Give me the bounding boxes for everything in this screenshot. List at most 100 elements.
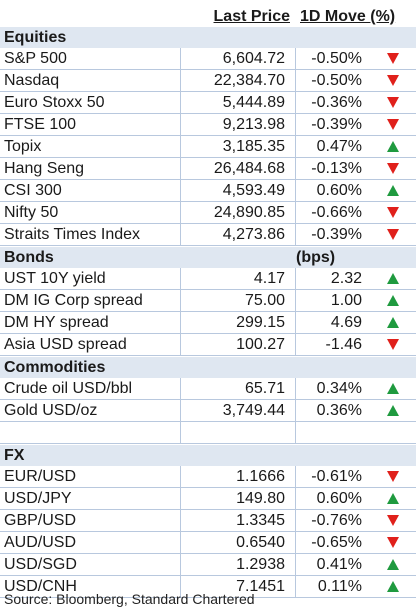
row-label: Crude oil USD/bbl — [0, 378, 181, 399]
section-title: FX — [0, 444, 416, 466]
section-title-text: Bonds — [4, 248, 54, 266]
up-arrow-icon — [387, 581, 399, 592]
row-label: EUR/USD — [0, 466, 181, 487]
direction-indicator — [370, 334, 416, 355]
row-label: DM HY spread — [0, 312, 181, 333]
row-label: UST 10Y yield — [0, 268, 181, 289]
row-1d-move: 0.47% — [316, 137, 362, 155]
row-last-price: 1.3345 — [181, 510, 296, 531]
row-last-price: 75.00 — [181, 290, 296, 311]
down-arrow-icon — [387, 207, 399, 218]
up-arrow-icon — [387, 185, 399, 196]
row-label: USD/CNH — [0, 576, 181, 597]
row-1d-move: 0.34% — [316, 379, 362, 397]
row-1d-move: -0.65% — [311, 533, 362, 551]
section-unit: (bps) — [296, 248, 336, 266]
row-label: S&P 500 — [0, 48, 181, 69]
row-1d-move: -0.39% — [311, 225, 362, 243]
row-label: Nasdaq — [0, 70, 181, 91]
table-row: UST 10Y yield 4.17 2.32 — [0, 268, 416, 290]
section-title: Commodities — [0, 356, 416, 378]
row-label: Topix — [0, 136, 181, 157]
row-1d-move: 0.60% — [316, 181, 362, 199]
row-label: Euro Stoxx 50 — [0, 92, 181, 113]
down-arrow-icon — [387, 229, 399, 240]
table-row: Gold USD/oz 3,749.44 0.36% — [0, 400, 416, 422]
table-row: USD/CNH 7.1451 0.11% — [0, 576, 416, 598]
row-last-price: 149.80 — [181, 488, 296, 509]
row-1d-move: -1.46 — [325, 335, 362, 353]
row-1d-move: 1.00 — [330, 291, 362, 309]
row-label: AUD/USD — [0, 532, 181, 553]
row-1d-move: 0.36% — [316, 401, 362, 419]
table-row: Nifty 50 24,890.85 -0.66% — [0, 202, 416, 224]
direction-indicator — [370, 576, 416, 597]
header-last-price: Last Price — [213, 8, 290, 25]
row-last-price: 6,604.72 — [181, 48, 296, 69]
section-title-text: Equities — [4, 28, 67, 46]
table-row: DM HY spread 299.15 4.69 — [0, 312, 416, 334]
table-row: USD/SGD 1.2938 0.41% — [0, 554, 416, 576]
table-row: S&P 500 6,604.72 -0.50% — [0, 48, 416, 70]
table-row: Straits Times Index 4,273.86 -0.39% — [0, 224, 416, 246]
row-last-price: 5,444.89 — [181, 92, 296, 113]
table-row: Crude oil USD/bbl 65.71 0.34% — [0, 378, 416, 400]
row-1d-move: 0.41% — [316, 555, 362, 573]
table-row: FTSE 100 9,213.98 -0.39% — [0, 114, 416, 136]
row-label: Asia USD spread — [0, 334, 181, 355]
table-row: Asia USD spread 100.27 -1.46 — [0, 334, 416, 356]
header-1d-move: 1D Move (%) — [300, 8, 396, 25]
row-label: Hang Seng — [0, 158, 181, 179]
section-fx: FX EUR/USD 1.1666 -0.61% USD/JPY 149.80 0.60%… — [0, 444, 416, 598]
direction-indicator — [370, 378, 416, 399]
table-row: Topix 3,185.35 0.47% — [0, 136, 416, 158]
row-1d-move: 4.69 — [330, 313, 362, 331]
row-last-price: 24,890.85 — [181, 202, 296, 223]
direction-indicator — [370, 510, 416, 531]
up-arrow-icon — [387, 141, 399, 152]
section-title-text: Commodities — [4, 358, 106, 376]
section-commodities: Commodities Crude oil USD/bbl 65.71 0.34% G… — [0, 356, 416, 444]
down-arrow-icon — [387, 53, 399, 64]
row-last-price: 7.1451 — [181, 576, 296, 597]
direction-indicator — [370, 488, 416, 509]
direction-indicator — [370, 268, 416, 289]
up-arrow-icon — [387, 559, 399, 570]
up-arrow-icon — [387, 383, 399, 394]
table-row: USD/JPY 149.80 0.60% — [0, 488, 416, 510]
row-last-price: 100.27 — [181, 334, 296, 355]
row-label: Straits Times Index — [0, 224, 181, 245]
table-row: CSI 300 4,593.49 0.60% — [0, 180, 416, 202]
up-arrow-icon — [387, 317, 399, 328]
direction-indicator — [370, 312, 416, 333]
row-1d-move: -0.36% — [311, 93, 362, 111]
row-label: Nifty 50 — [0, 202, 181, 223]
table-row: Nasdaq 22,384.70 -0.50% — [0, 70, 416, 92]
row-1d-move: 0.60% — [316, 489, 362, 507]
row-label: CSI 300 — [0, 180, 181, 201]
direction-indicator — [370, 554, 416, 575]
row-last-price: 1.1666 — [181, 466, 296, 487]
direction-indicator — [370, 532, 416, 553]
row-1d-move: -0.39% — [311, 115, 362, 133]
row-last-price: 22,384.70 — [181, 70, 296, 91]
row-last-price: 9,213.98 — [181, 114, 296, 135]
direction-indicator — [370, 92, 416, 113]
row-last-price: 4,593.49 — [181, 180, 296, 201]
row-last-price: 26,484.68 — [181, 158, 296, 179]
section-equities: Equities S&P 500 6,604.72 -0.50% Nasdaq 22,3… — [0, 26, 416, 246]
direction-indicator — [370, 114, 416, 135]
direction-indicator — [370, 70, 416, 91]
table-row: GBP/USD 1.3345 -0.76% — [0, 510, 416, 532]
up-arrow-icon — [387, 493, 399, 504]
table-row: AUD/USD 0.6540 -0.65% — [0, 532, 416, 554]
direction-indicator — [370, 224, 416, 245]
direction-indicator — [370, 48, 416, 69]
row-1d-move: -0.13% — [311, 159, 362, 177]
table-header: Last Price 1D Move (%) — [0, 0, 416, 26]
down-arrow-icon — [387, 471, 399, 482]
row-1d-move: 0.11% — [317, 577, 362, 595]
row-last-price: 0.6540 — [181, 532, 296, 553]
row-last-price: 299.15 — [181, 312, 296, 333]
direction-indicator — [370, 290, 416, 311]
